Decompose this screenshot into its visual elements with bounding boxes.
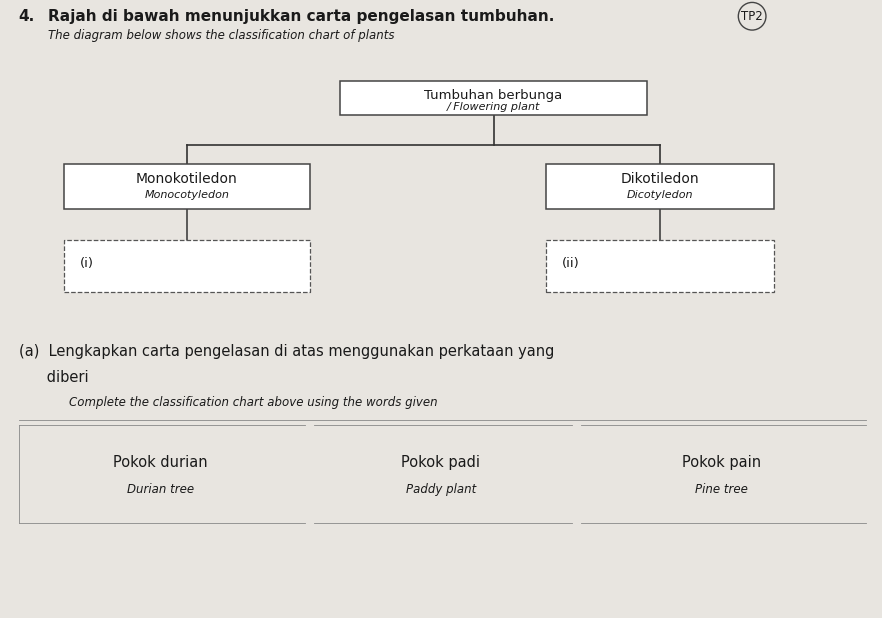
Text: / Flowering plant: / Flowering plant — [447, 102, 541, 112]
Text: 4.: 4. — [19, 9, 34, 23]
Text: (a)  Lengkapkan carta pengelasan di atas menggunakan perkataan yang: (a) Lengkapkan carta pengelasan di atas … — [19, 344, 554, 360]
Text: diberi: diberi — [19, 370, 88, 385]
Text: TP2: TP2 — [741, 10, 763, 23]
FancyBboxPatch shape — [64, 164, 310, 208]
Text: Dicotyledon: Dicotyledon — [627, 190, 693, 200]
Text: Durian tree: Durian tree — [127, 483, 194, 496]
Text: Tumbuhan berbunga: Tumbuhan berbunga — [424, 89, 563, 102]
Text: Pokok durian: Pokok durian — [113, 455, 208, 470]
FancyBboxPatch shape — [340, 81, 647, 114]
Text: (i): (i) — [80, 256, 93, 269]
Text: Pokok padi: Pokok padi — [401, 455, 481, 470]
Text: The diagram below shows the classification chart of plants: The diagram below shows the classificati… — [49, 29, 395, 42]
Text: Monocotyledon: Monocotyledon — [145, 190, 229, 200]
FancyBboxPatch shape — [64, 240, 310, 292]
Text: Monokotiledon: Monokotiledon — [136, 172, 238, 185]
Text: (ii): (ii) — [562, 256, 579, 269]
FancyBboxPatch shape — [546, 164, 774, 208]
Text: Paddy plant: Paddy plant — [406, 483, 476, 496]
Text: Pine tree: Pine tree — [695, 483, 748, 496]
FancyBboxPatch shape — [546, 240, 774, 292]
Text: Dikotiledon: Dikotiledon — [621, 172, 699, 185]
Text: Complete the classification chart above using the words given: Complete the classification chart above … — [69, 396, 437, 408]
Text: Rajah di bawah menunjukkan carta pengelasan tumbuhan.: Rajah di bawah menunjukkan carta pengela… — [49, 9, 555, 23]
Text: Pokok pain: Pokok pain — [682, 455, 761, 470]
